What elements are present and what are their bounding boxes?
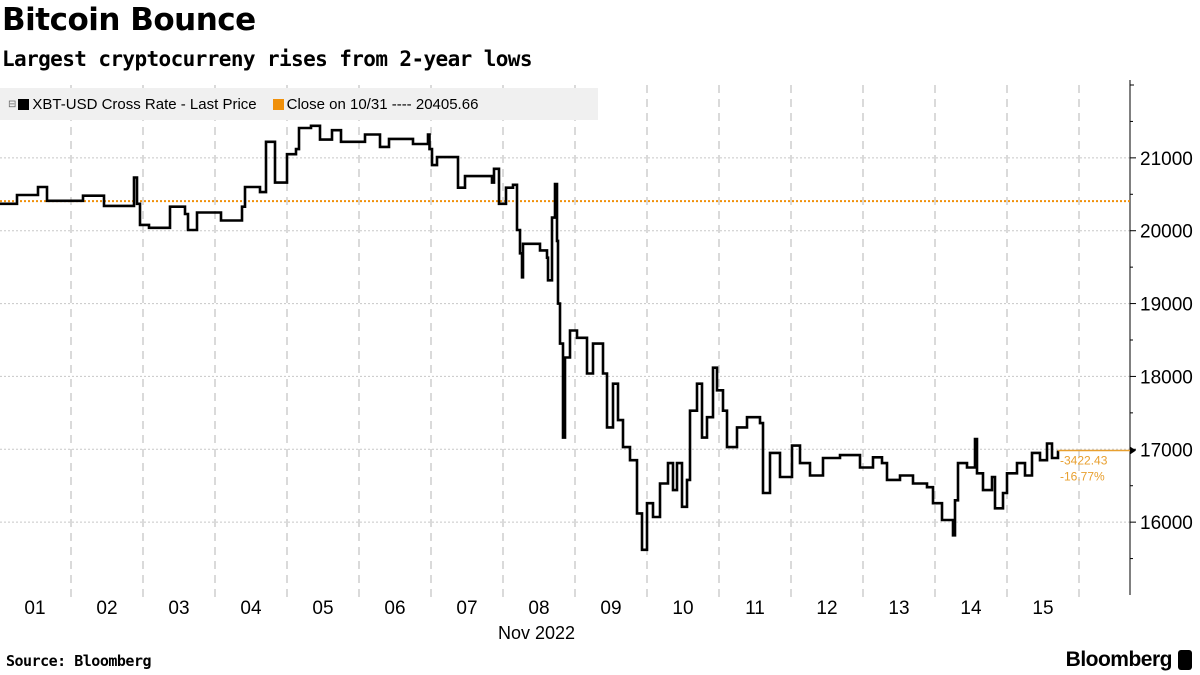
legend-series-label: XBT-USD Cross Rate - Last Price [32, 95, 257, 113]
x-tick-label: 11 [745, 598, 765, 619]
x-tick-label: 06 [384, 598, 405, 619]
chart-subtitle: Largest cryptocurreny rises from 2-year … [2, 47, 533, 71]
legend-swatch-black [18, 98, 30, 110]
x-tick-label: 10 [672, 598, 693, 619]
gridlines [0, 85, 1130, 603]
y-axis: 16000 17000 18000 19000 20000 21000 [1129, 80, 1193, 595]
bloomberg-terminal-icon [1178, 650, 1192, 670]
y-tick-label: 18000 [1140, 367, 1193, 388]
x-tick-label: 08 [528, 598, 549, 619]
x-tick-label: 07 [456, 598, 477, 619]
chart-title: Bitcoin Bounce [2, 2, 256, 38]
x-tick-label: 15 [1032, 598, 1053, 619]
y-tick-label: 16000 [1140, 513, 1193, 534]
x-tick-label: 02 [96, 598, 117, 619]
legend-item-series: ⊟ XBT-USD Cross Rate - Last Price [0, 96, 257, 113]
x-tick-label: 09 [600, 598, 621, 619]
legend: ⊟ XBT-USD Cross Rate - Last Price Close … [0, 88, 598, 120]
x-tick-label: 13 [888, 598, 909, 619]
price-series-line [0, 124, 1060, 552]
x-tick-label: 12 [816, 598, 837, 619]
y-tick-label: 19000 [1140, 295, 1193, 316]
x-axis-title: Nov 2022 [497, 623, 576, 643]
y-tick-label: 17000 [1140, 440, 1193, 461]
y-tick-label: 21000 [1140, 149, 1193, 170]
legend-reference-label: Close on 10/31 ---- 20405.66 [286, 95, 479, 113]
change-annotation: -3422.43 [1060, 454, 1108, 468]
series-layer: -3422.43 -16.77% [0, 124, 1136, 552]
x-tick-label: 14 [960, 598, 982, 619]
bloomberg-logo: Bloomberg [1066, 648, 1192, 672]
last-price-pointer-icon [1130, 446, 1136, 455]
logo-text: Bloomberg [1065, 648, 1173, 671]
legend-swatch-orange [272, 98, 284, 110]
x-tick-label: 01 [24, 598, 45, 619]
x-axis: 01 02 03 04 05 06 07 08 09 10 11 12 13 14 15 [24, 598, 1053, 619]
change-pct-annotation: -16.77% [1060, 470, 1105, 484]
y-tick-label: 20000 [1140, 222, 1193, 243]
source-note: Source: Bloomberg [6, 652, 152, 670]
x-tick-label: 05 [312, 598, 333, 619]
legend-item-reference: Close on 10/31 ---- 20405.66 [272, 95, 479, 113]
x-tick-label: 03 [168, 598, 189, 619]
x-tick-label: 04 [240, 598, 262, 619]
legend-collapse-icon[interactable]: ⊟ [8, 98, 17, 110]
